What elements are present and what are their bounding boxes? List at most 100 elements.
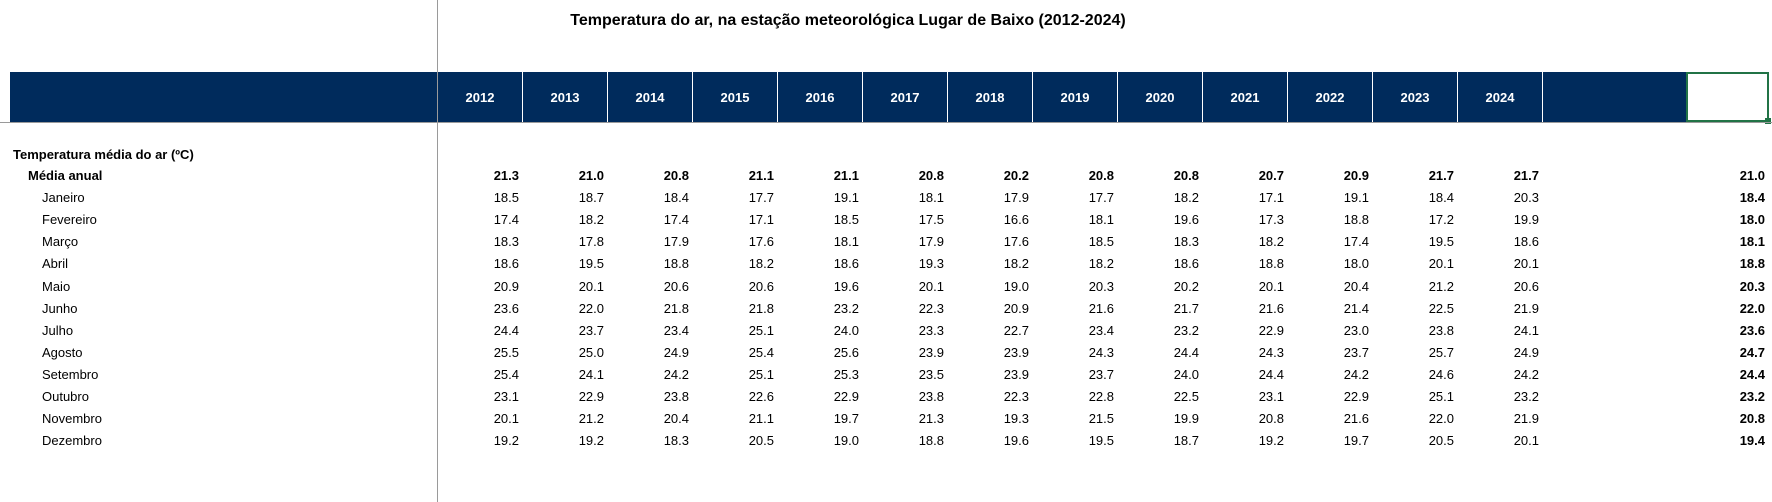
value-cell[interactable]: 23.5 bbox=[918, 366, 944, 382]
value-cell[interactable]: 18.2 bbox=[578, 212, 604, 228]
value-cell[interactable]: 18.6 bbox=[493, 256, 519, 272]
value-cell[interactable]: 23.2 bbox=[1173, 322, 1199, 338]
value-cell[interactable]: 18.6 bbox=[1513, 234, 1539, 250]
average-cell[interactable]: 20.8 bbox=[1739, 411, 1765, 427]
value-cell[interactable]: 19.9 bbox=[1513, 212, 1539, 228]
value-cell[interactable]: 17.1 bbox=[748, 212, 774, 228]
value-cell[interactable]: 20.1 bbox=[1428, 256, 1454, 272]
value-cell[interactable]: 19.5 bbox=[578, 256, 604, 272]
value-cell[interactable]: 20.9 bbox=[1343, 168, 1369, 183]
value-cell[interactable]: 23.8 bbox=[918, 389, 944, 404]
value-cell[interactable]: 20.9 bbox=[493, 278, 519, 294]
value-cell[interactable]: 17.3 bbox=[1258, 212, 1284, 228]
value-cell[interactable]: 20.1 bbox=[1513, 433, 1539, 449]
value-cell[interactable]: 18.6 bbox=[833, 256, 859, 272]
value-cell[interactable]: 23.9 bbox=[1003, 344, 1029, 360]
value-cell[interactable]: 18.3 bbox=[1173, 234, 1199, 250]
value-cell[interactable]: 17.6 bbox=[1003, 234, 1029, 250]
average-cell[interactable]: 23.2 bbox=[1739, 389, 1765, 404]
value-cell[interactable]: 24.4 bbox=[1173, 344, 1199, 360]
year-header-2020[interactable]: 2020 bbox=[1118, 72, 1203, 122]
row-label[interactable]: Fevereiro bbox=[42, 212, 97, 228]
value-cell[interactable]: 21.7 bbox=[1513, 168, 1539, 183]
value-cell[interactable]: 23.6 bbox=[493, 300, 519, 316]
value-cell[interactable]: 24.9 bbox=[1513, 344, 1539, 360]
value-cell[interactable]: 21.1 bbox=[748, 411, 774, 427]
value-cell[interactable]: 20.8 bbox=[1088, 168, 1114, 183]
value-cell[interactable]: 23.7 bbox=[1088, 366, 1114, 382]
value-cell[interactable]: 22.7 bbox=[1003, 322, 1029, 338]
year-header-2018[interactable]: 2018 bbox=[948, 72, 1033, 122]
average-cell[interactable]: 18.4 bbox=[1739, 190, 1765, 206]
value-cell[interactable]: 17.5 bbox=[918, 212, 944, 228]
value-cell[interactable]: 23.9 bbox=[918, 344, 944, 360]
value-cell[interactable]: 18.0 bbox=[1343, 256, 1369, 272]
value-cell[interactable]: 21.0 bbox=[578, 168, 604, 183]
value-cell[interactable]: 17.7 bbox=[748, 190, 774, 206]
value-cell[interactable]: 17.2 bbox=[1428, 212, 1454, 228]
value-cell[interactable]: 23.8 bbox=[663, 389, 689, 404]
value-cell[interactable]: 20.5 bbox=[748, 433, 774, 449]
value-cell[interactable]: 21.7 bbox=[1173, 300, 1199, 316]
value-cell[interactable]: 25.1 bbox=[748, 322, 774, 338]
value-cell[interactable]: 21.6 bbox=[1343, 411, 1369, 427]
value-cell[interactable]: 20.1 bbox=[1513, 256, 1539, 272]
value-cell[interactable]: 18.8 bbox=[918, 433, 944, 449]
value-cell[interactable]: 20.8 bbox=[663, 168, 689, 183]
year-header-2014[interactable]: 2014 bbox=[608, 72, 693, 122]
value-cell[interactable]: 20.6 bbox=[748, 278, 774, 294]
selected-cell[interactable] bbox=[1686, 72, 1769, 122]
value-cell[interactable]: 20.6 bbox=[1513, 278, 1539, 294]
value-cell[interactable]: 25.1 bbox=[1428, 389, 1454, 404]
value-cell[interactable]: 20.3 bbox=[1513, 190, 1539, 206]
value-cell[interactable]: 21.3 bbox=[493, 168, 519, 183]
year-header-2022[interactable]: 2022 bbox=[1288, 72, 1373, 122]
value-cell[interactable]: 18.8 bbox=[663, 256, 689, 272]
year-header-2021[interactable]: 2021 bbox=[1203, 72, 1288, 122]
row-label[interactable]: Dezembro bbox=[42, 433, 102, 449]
value-cell[interactable]: 18.1 bbox=[918, 190, 944, 206]
value-cell[interactable]: 20.1 bbox=[918, 278, 944, 294]
average-cell[interactable]: 18.8 bbox=[1739, 256, 1765, 272]
value-cell[interactable]: 22.6 bbox=[748, 389, 774, 404]
value-cell[interactable]: 21.1 bbox=[833, 168, 859, 183]
value-cell[interactable]: 21.6 bbox=[1088, 300, 1114, 316]
value-cell[interactable]: 22.9 bbox=[578, 389, 604, 404]
average-cell[interactable]: 23.6 bbox=[1739, 322, 1765, 338]
row-label[interactable]: Setembro bbox=[42, 366, 99, 382]
value-cell[interactable]: 16.6 bbox=[1003, 212, 1029, 228]
value-cell[interactable]: 20.1 bbox=[578, 278, 604, 294]
value-cell[interactable]: 24.2 bbox=[1343, 366, 1369, 382]
fill-handle[interactable] bbox=[1765, 118, 1771, 124]
value-cell[interactable]: 18.6 bbox=[1173, 256, 1199, 272]
value-cell[interactable]: 19.7 bbox=[833, 411, 859, 427]
value-cell[interactable]: 24.4 bbox=[493, 322, 519, 338]
value-cell[interactable]: 23.7 bbox=[1343, 344, 1369, 360]
row-label[interactable]: Abril bbox=[42, 256, 69, 272]
value-cell[interactable]: 20.5 bbox=[1428, 433, 1454, 449]
year-header-2017[interactable]: 2017 bbox=[863, 72, 948, 122]
value-cell[interactable]: 25.4 bbox=[493, 366, 519, 382]
value-cell[interactable]: 22.0 bbox=[1428, 411, 1454, 427]
value-cell[interactable]: 17.6 bbox=[748, 234, 774, 250]
value-cell[interactable]: 18.4 bbox=[663, 190, 689, 206]
value-cell[interactable]: 18.5 bbox=[833, 212, 859, 228]
value-cell[interactable]: 17.4 bbox=[663, 212, 689, 228]
average-cell[interactable]: 21.0 bbox=[1739, 168, 1765, 183]
value-cell[interactable]: 22.0 bbox=[578, 300, 604, 316]
value-cell[interactable]: 23.1 bbox=[1258, 389, 1284, 404]
value-cell[interactable]: 23.8 bbox=[1428, 322, 1454, 338]
value-cell[interactable]: 18.1 bbox=[833, 234, 859, 250]
value-cell[interactable]: 18.5 bbox=[1088, 234, 1114, 250]
value-cell[interactable]: 19.2 bbox=[1258, 433, 1284, 449]
value-cell[interactable]: 20.8 bbox=[918, 168, 944, 183]
value-cell[interactable]: 23.3 bbox=[918, 322, 944, 338]
value-cell[interactable]: 17.1 bbox=[1258, 190, 1284, 206]
average-cell[interactable]: 19.4 bbox=[1739, 433, 1765, 449]
value-cell[interactable]: 20.7 bbox=[1258, 168, 1284, 183]
value-cell[interactable]: 22.9 bbox=[1343, 389, 1369, 404]
value-cell[interactable]: 17.7 bbox=[1088, 190, 1114, 206]
value-cell[interactable]: 24.2 bbox=[663, 366, 689, 382]
value-cell[interactable]: 20.2 bbox=[1003, 168, 1029, 183]
value-cell[interactable]: 21.8 bbox=[663, 300, 689, 316]
